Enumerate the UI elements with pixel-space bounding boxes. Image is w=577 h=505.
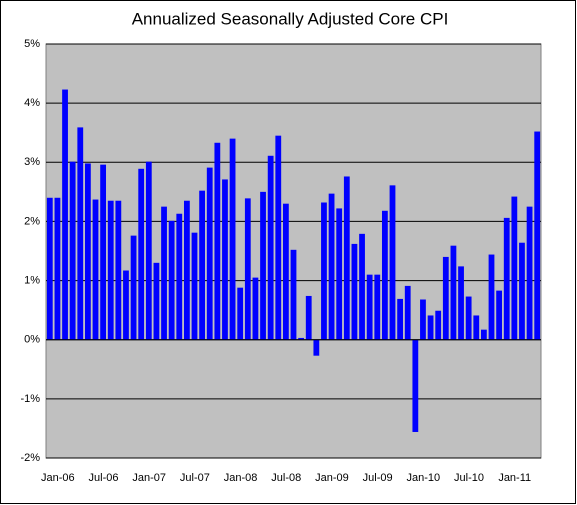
bar	[168, 220, 175, 340]
bar	[275, 135, 282, 340]
bar	[214, 142, 221, 340]
bar	[77, 127, 84, 340]
bar	[305, 295, 312, 340]
bar	[54, 197, 61, 340]
bar	[252, 277, 259, 340]
bar	[92, 199, 99, 340]
x-tick-label: Jan-06	[41, 472, 75, 484]
bar	[374, 274, 381, 340]
bar	[313, 339, 320, 356]
bar	[503, 217, 510, 340]
bar	[206, 167, 213, 340]
bar	[298, 337, 305, 340]
bar	[62, 89, 68, 340]
bar	[359, 233, 365, 340]
bar	[107, 200, 114, 340]
x-tick-label: Jan-10	[407, 472, 441, 484]
bar	[389, 185, 396, 340]
bar	[473, 315, 480, 340]
bar	[161, 206, 167, 340]
bar	[404, 285, 411, 340]
x-tick-label: Jan-11	[498, 472, 531, 484]
bar	[321, 202, 327, 340]
x-tick-label: Jan-09	[315, 472, 349, 484]
bar	[450, 245, 457, 340]
bar	[153, 262, 160, 340]
bar	[336, 208, 343, 340]
x-tick-label: Jan-07	[132, 472, 166, 484]
y-tick-label: -2%	[20, 452, 40, 464]
bar	[397, 298, 404, 340]
bar	[435, 310, 442, 340]
y-tick-label: 3%	[24, 156, 40, 168]
bar	[145, 161, 152, 340]
bar	[465, 296, 472, 340]
bar	[381, 210, 388, 340]
bar	[123, 270, 129, 340]
bar	[130, 235, 137, 340]
bar	[100, 164, 107, 340]
bar	[138, 168, 145, 340]
bar	[176, 213, 183, 340]
bar	[222, 179, 228, 340]
y-tick-label: -1%	[20, 393, 40, 405]
bar	[46, 197, 53, 340]
bar	[496, 290, 503, 340]
bar	[84, 163, 91, 340]
bar	[488, 254, 495, 340]
bar	[191, 232, 198, 340]
bar	[511, 196, 518, 340]
y-tick-label: 5%	[24, 38, 40, 50]
bar	[244, 198, 251, 340]
bar	[267, 155, 274, 340]
bar	[480, 329, 487, 340]
bar	[183, 200, 190, 340]
x-tick-label: Jul-10	[454, 472, 484, 484]
bar	[366, 274, 373, 340]
bar	[343, 176, 350, 340]
y-tick-label: 4%	[24, 97, 40, 109]
bar	[427, 315, 434, 340]
bar	[199, 190, 206, 340]
bar	[69, 161, 76, 340]
x-tick-label: Jul-08	[271, 472, 301, 484]
bar	[260, 191, 266, 340]
x-tick-label: Jul-06	[89, 472, 119, 484]
bar	[115, 200, 122, 340]
x-tick-label: Jan-08	[224, 472, 258, 484]
bar	[290, 249, 297, 340]
bar	[351, 243, 358, 340]
bar	[534, 131, 541, 340]
bar	[526, 206, 533, 340]
y-tick-label: 1%	[24, 274, 40, 286]
chart-title: Annualized Seasonally Adjusted Core CPI	[132, 9, 449, 28]
bar	[519, 242, 525, 340]
y-tick-label: 0%	[24, 334, 40, 346]
y-tick-label: 2%	[24, 215, 40, 227]
bar	[458, 266, 464, 340]
x-tick-label: Jul-09	[363, 472, 393, 484]
bar	[412, 339, 419, 432]
bar	[237, 287, 244, 340]
bar	[229, 138, 236, 340]
bar	[420, 299, 426, 340]
bar	[328, 193, 335, 340]
x-tick-label: Jul-07	[180, 472, 210, 484]
bar	[442, 256, 449, 340]
bar	[282, 203, 289, 340]
